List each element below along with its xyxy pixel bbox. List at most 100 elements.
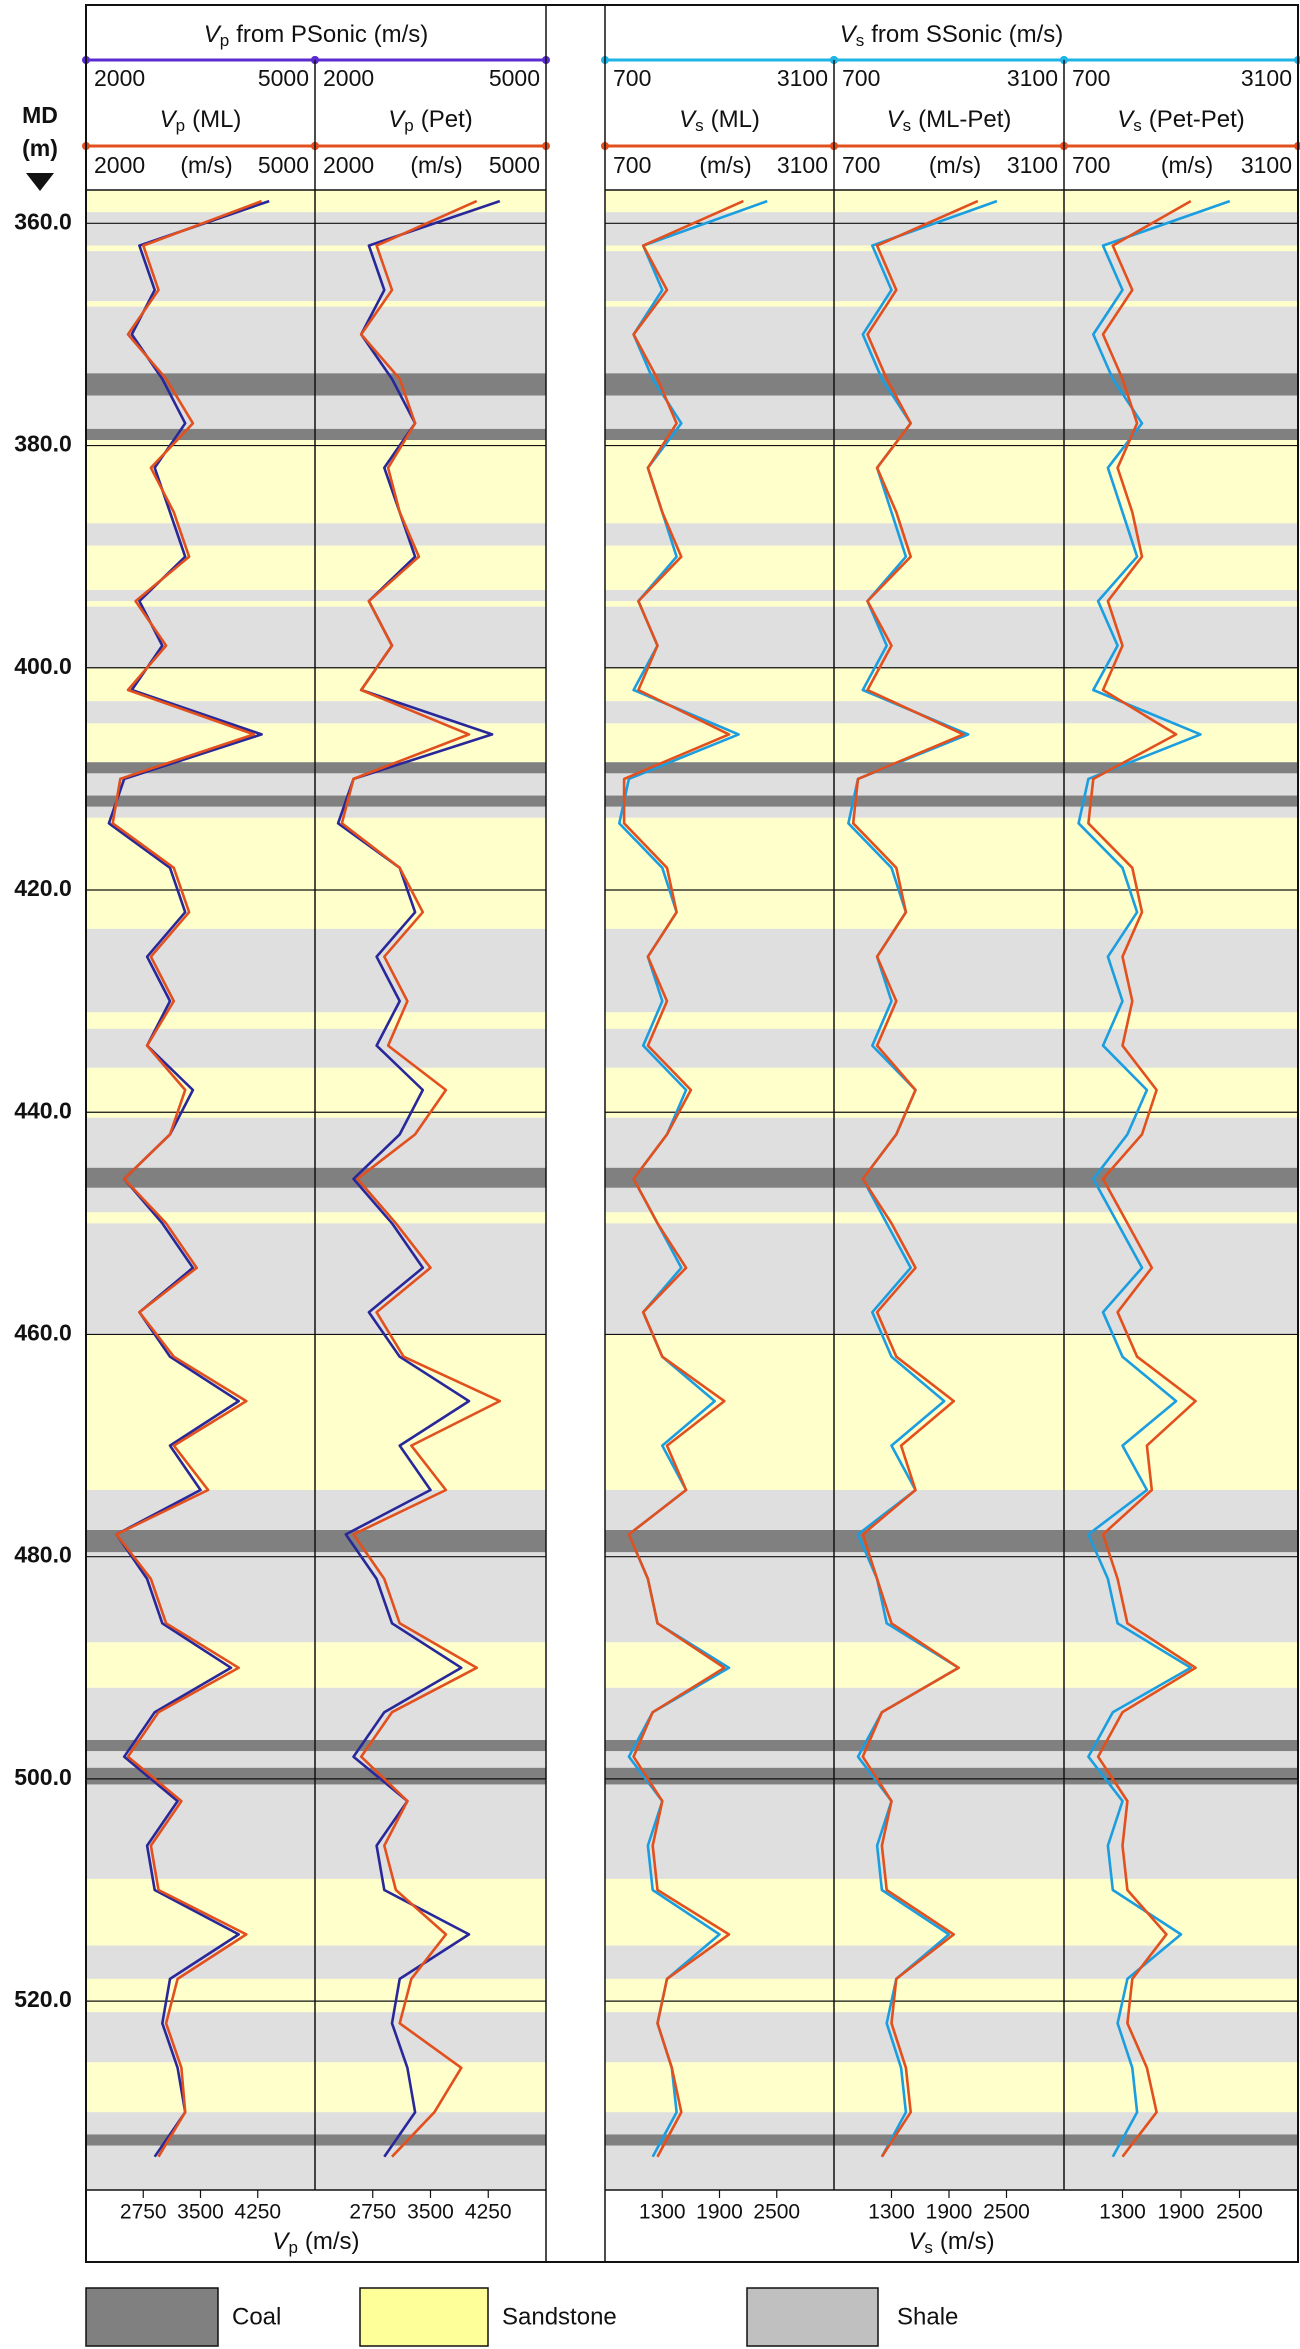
track-unit: (m/s) (1161, 152, 1213, 178)
lithology-band (605, 1767, 1298, 1785)
lithology-band (86, 773, 546, 796)
lithology-band (86, 1642, 546, 1688)
lithology-band (605, 2012, 1298, 2063)
lithology-band (605, 545, 1298, 590)
x-tick-label: 4250 (465, 2201, 512, 2224)
y-tick-label: 500.0 (14, 1764, 72, 1790)
depth-unit: (m) (22, 135, 58, 161)
lithology-band (86, 1067, 546, 1118)
lithology-band (605, 301, 1298, 307)
lithology-band (605, 1012, 1298, 1029)
lithology-band (605, 606, 1298, 668)
lithology-band (86, 190, 546, 213)
lithology-band (605, 762, 1298, 774)
lithology-band (86, 251, 546, 302)
lithology-band (86, 1167, 546, 1188)
lithology-band (605, 523, 1298, 546)
label: (ML-Pet) (918, 106, 1011, 133)
predicted-curve (1087, 199, 1197, 2158)
lithology-band (86, 1530, 546, 1553)
measured-curve (1077, 199, 1231, 2158)
lithology-band (86, 301, 546, 307)
x-tick-label: 1300 (1099, 2201, 1146, 2224)
lithology-band (86, 306, 546, 374)
x-tick-label: 2500 (983, 2201, 1030, 2224)
predicted-curve (111, 199, 263, 2158)
symbol: V (272, 2228, 290, 2255)
y-tick-label: 400.0 (14, 653, 72, 679)
lithology-band (605, 667, 1298, 702)
symbol: V (204, 21, 222, 48)
x-tick-label: 1300 (639, 2201, 686, 2224)
xlim-label: 5000 (489, 65, 540, 91)
lithology-band (86, 440, 546, 524)
x-tick-label: 1900 (926, 2201, 973, 2224)
lithology-band (605, 1530, 1298, 1553)
lithology-band (605, 306, 1298, 374)
legend-label: Coal (232, 2303, 281, 2330)
xlim-label: 2000 (94, 65, 145, 91)
x-tick-label: 1900 (1158, 2201, 1205, 2224)
x-tick-label: 4250 (234, 2201, 281, 2224)
lithology-band (86, 1751, 546, 1768)
legend-label: Shale (897, 2303, 958, 2330)
lithology-band (605, 1552, 1298, 1643)
lithology-band (605, 190, 1298, 213)
lithology-band (605, 590, 1298, 602)
xlim-label: 2000 (323, 65, 374, 91)
lithology-band (605, 1067, 1298, 1118)
symbol: V (887, 106, 905, 133)
lithology-band (605, 795, 1298, 807)
xlim-label: 3100 (1241, 152, 1292, 178)
xlim-label: 5000 (489, 152, 540, 178)
lithology-band (86, 1767, 546, 1785)
legend-swatch (746, 2287, 879, 2347)
lithology-band (605, 1740, 1298, 1752)
xlim-label: 700 (613, 65, 651, 91)
lithology-band (605, 601, 1298, 607)
lithology-band (86, 2112, 546, 2135)
label: from PSonic (m/s) (236, 21, 428, 48)
lithology-band (86, 601, 546, 607)
lithology-band (86, 1117, 546, 1168)
lithology-band (86, 373, 546, 396)
predicted-curve (340, 199, 502, 2158)
label: (Pet-Pet) (1149, 106, 1245, 133)
lithology-band (86, 667, 546, 702)
lithology-band (86, 1187, 546, 1213)
lithology-band (605, 928, 1298, 1013)
lithology-band (605, 1028, 1298, 1068)
lithology-band (86, 523, 546, 546)
subscript: p (176, 116, 185, 135)
track-label: Vs (ML-Pet) (887, 106, 1012, 135)
xlim-label: 3100 (777, 152, 828, 178)
xlim-label: 700 (842, 152, 880, 178)
y-tick-label: 360.0 (14, 208, 72, 234)
lithology-band (605, 1223, 1298, 1335)
lithology-band (86, 1687, 546, 1740)
lithology-band (605, 1167, 1298, 1188)
predicted-curve (622, 199, 744, 2158)
track-unit: (m/s) (929, 152, 981, 178)
lithology-band (86, 806, 546, 818)
symbol: V (1117, 106, 1135, 133)
lithology-band (86, 1552, 546, 1643)
subscript: p (220, 31, 229, 50)
legend-swatch (85, 2287, 219, 2347)
lithology-band (86, 1212, 546, 1224)
symbol: V (388, 106, 406, 133)
y-tick-label: 380.0 (14, 431, 72, 457)
lithology-band (605, 2145, 1298, 2190)
label: (m/s) (305, 2228, 360, 2255)
subscript: s (695, 116, 704, 135)
lithology-band (605, 2134, 1298, 2146)
xlim-label: 2000 (323, 152, 374, 178)
xlim-label: 5000 (258, 152, 309, 178)
xlim-label: 700 (613, 152, 651, 178)
lithology-band (86, 395, 546, 429)
symbol: V (840, 21, 858, 48)
lithology-band (605, 1490, 1298, 1530)
lithology-band (605, 428, 1298, 440)
symbol: V (160, 106, 178, 133)
